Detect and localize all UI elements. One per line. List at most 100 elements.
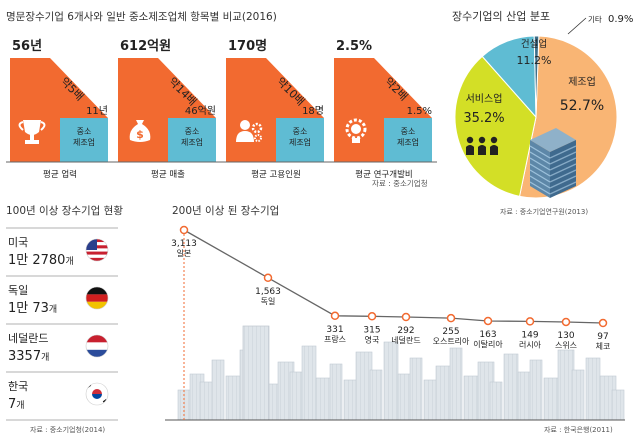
slice-value-construction: 11.2% [517, 54, 552, 67]
small-label: 제조업 [181, 138, 203, 147]
country-value: 1만 2780개 [8, 253, 74, 268]
money-bag-icon: $ [129, 120, 151, 142]
panel-label: 평균 연구개발비 [355, 169, 412, 180]
blue-bar [168, 118, 216, 162]
data-point [263, 273, 273, 283]
us-flag-icon [85, 238, 109, 262]
slice-label-other: 기타 [588, 15, 602, 24]
country-item: 한국 7개 [6, 371, 118, 412]
category-label: 체코 [596, 341, 611, 351]
country-name: 독일 [8, 283, 28, 297]
value-label: 149 [521, 330, 538, 340]
country-value: 1만 73개 [8, 301, 57, 316]
slice-value-manufacturing: 52.7% [560, 98, 604, 114]
country-name: 네덜란드 [8, 332, 48, 345]
value-label: 315 [363, 325, 380, 335]
city-skyline [165, 325, 625, 421]
data-point [525, 317, 535, 326]
small-value: 11년 [86, 105, 108, 117]
small-label: 제조업 [397, 138, 419, 147]
big-value: 2.5% [336, 39, 372, 54]
country-item: 미국 1만 2780개 [6, 227, 118, 268]
slice-label-construction: 건설업 [521, 38, 547, 50]
panel-label: 평균 매출 [151, 169, 185, 180]
leader-line [567, 17, 587, 35]
slice-value-other: 0.9% [608, 14, 633, 25]
category-label: 프랑스 [324, 334, 346, 344]
blue-bar [384, 118, 432, 162]
category-label: 오스트리아 [433, 336, 470, 346]
top-left-title: 명문장수기업 6개사와 일반 중소제조업체 항목별 비교(2016) [6, 10, 277, 23]
category-label: 네덜란드 [391, 335, 420, 345]
korea-flag-icon [85, 382, 109, 406]
data-point [598, 318, 608, 328]
data-point [561, 317, 571, 327]
small-value: 1.5% [407, 106, 432, 117]
small-label: 제조업 [289, 138, 311, 147]
category-label: 독일 [261, 297, 276, 306]
value-label: 3,113 [171, 239, 197, 249]
top-left-source: 자료 : 중소기업청 [372, 179, 428, 188]
value-label: 163 [479, 330, 496, 340]
pie-title: 장수기업의 산업 분포 [452, 10, 550, 23]
value-label: 97 [597, 332, 608, 342]
small-label: 중소 [77, 127, 92, 136]
panel-label: 평균 업력 [43, 169, 77, 180]
line-chart-source: 자료 : 한국은행(2011) [544, 425, 613, 434]
people-icon [466, 136, 498, 155]
panel-label: 평균 고용인원 [251, 169, 301, 180]
category-label: 일본 [177, 249, 192, 258]
blue-bar [60, 118, 108, 162]
pie-slice [454, 55, 537, 197]
data-point [330, 311, 340, 321]
country-item: 네덜란드 3357개 [6, 323, 118, 364]
value-label: 1,563 [255, 287, 281, 297]
pie-slice [533, 35, 540, 118]
data-point [483, 316, 493, 326]
svg-text:$: $ [136, 128, 144, 141]
small-label: 제조업 [73, 138, 95, 147]
country-value: 3357개 [8, 349, 49, 364]
countries-title: 100년 이상 장수기업 현황 [6, 204, 123, 217]
slice-value-service: 35.2% [463, 111, 504, 126]
country-name: 한국 [8, 380, 28, 393]
slice-label-service: 서비스업 [466, 92, 503, 105]
value-label: 130 [557, 331, 574, 341]
category-label: 이탈리아 [473, 339, 503, 349]
small-label: 중소 [185, 127, 200, 136]
data-point [179, 225, 189, 235]
country-name: 미국 [8, 236, 28, 249]
country-value: 7개 [8, 397, 25, 412]
country-item: 독일 1만 73개 [6, 275, 118, 316]
small-label: 중소 [293, 127, 308, 136]
small-value: 46억원 [185, 105, 216, 117]
category-label: 영국 [365, 334, 380, 344]
trophy-icon [18, 120, 46, 144]
office-building-icon [529, 128, 577, 198]
slice-label-manufacturing: 제조업 [568, 75, 596, 88]
small-value: 18명 [302, 105, 324, 117]
value-label: 331 [326, 325, 343, 335]
big-value: 612억원 [120, 39, 171, 54]
data-point [401, 312, 411, 322]
big-value: 170명 [228, 38, 267, 54]
big-value: 56년 [12, 39, 42, 54]
line-chart-title: 200년 이상 된 장수기업 [172, 204, 279, 217]
series-line [183, 229, 604, 324]
employee-icon [236, 120, 263, 142]
value-label: 292 [397, 326, 414, 336]
blue-bar [276, 118, 324, 162]
pie-chart: 제조업 52.7% 서비스업 35.2% 건설업 11.2% 기타 0.9% [454, 14, 633, 199]
value-label: 255 [442, 327, 459, 337]
category-label: 스위스 [555, 341, 577, 350]
lightbulb-gear-icon [345, 118, 367, 143]
data-point [367, 312, 377, 321]
germany-flag-icon [85, 286, 109, 310]
